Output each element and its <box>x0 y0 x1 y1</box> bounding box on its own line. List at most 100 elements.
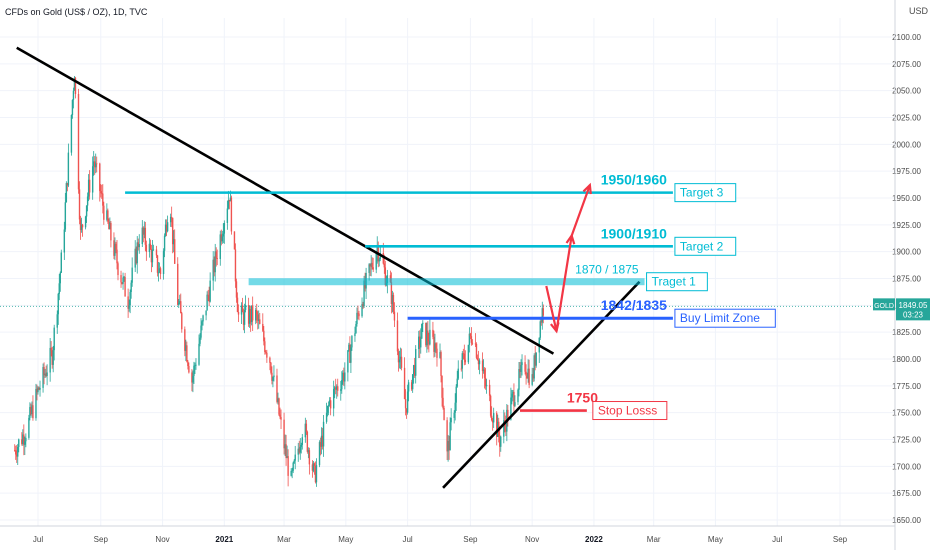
candle-body <box>526 375 528 379</box>
y-tick-label: 1950.00 <box>892 194 921 203</box>
candle-body <box>163 235 166 251</box>
x-tick-label: Jul <box>772 535 782 544</box>
candle-body <box>39 387 41 390</box>
candle-body <box>300 444 302 447</box>
candle-body <box>413 365 416 376</box>
candle-body <box>219 234 221 259</box>
candle-body <box>434 343 436 352</box>
candle-body <box>293 460 295 463</box>
candle-body <box>456 378 458 387</box>
candle-body <box>478 360 481 365</box>
candle-body <box>186 345 188 362</box>
candle-body <box>110 222 112 241</box>
candle-body <box>406 391 409 413</box>
candle-body <box>363 280 365 307</box>
candle-body <box>349 344 351 363</box>
candle-body <box>38 387 40 390</box>
candle-body <box>116 249 118 264</box>
candle-body <box>49 347 51 373</box>
candle-body <box>106 210 108 220</box>
x-tick-label: Mar <box>647 535 661 544</box>
candle-body <box>521 362 523 366</box>
x-tick-label: Sep <box>94 535 109 544</box>
candle-body <box>44 373 46 376</box>
candle-body <box>207 294 209 296</box>
candle-body <box>149 243 152 250</box>
candle-body <box>315 465 318 483</box>
candle-body <box>443 407 445 421</box>
candle-body <box>53 327 55 351</box>
candle-body <box>63 229 66 253</box>
candle-body <box>354 333 356 337</box>
candle-body <box>321 435 324 447</box>
candle-body <box>247 305 250 324</box>
candle-body <box>193 365 195 377</box>
candle-body <box>205 310 207 316</box>
candle-body <box>368 264 370 273</box>
candle-body <box>291 470 293 472</box>
candle-body <box>396 320 399 352</box>
candle-body <box>468 333 471 345</box>
drawings[interactable]: 1950/1960 Target 3 1900/1910 Target 2 1870 /… <box>16 46 776 489</box>
candle-body <box>357 312 359 314</box>
candle-body <box>158 268 161 273</box>
candle-body <box>418 336 420 350</box>
candle-body <box>485 384 488 387</box>
x-tick-label: Sep <box>463 535 478 544</box>
candle-body <box>405 408 408 413</box>
candle-body <box>164 224 167 236</box>
y-tick-label: 1700.00 <box>892 462 921 471</box>
candle-body <box>198 343 200 365</box>
candle-body <box>216 258 218 259</box>
candle-body <box>25 437 27 442</box>
candle-body <box>228 199 231 202</box>
candle-body <box>403 367 406 400</box>
candle-body <box>71 99 74 115</box>
candle-body <box>348 344 350 351</box>
candle-body <box>86 196 89 206</box>
candle-body <box>503 420 505 437</box>
candle-body <box>214 251 216 273</box>
candle-body <box>326 405 329 413</box>
candle-body <box>102 193 104 206</box>
candle-body <box>512 391 514 394</box>
x-tick-label: Nov <box>155 535 169 544</box>
candle-body <box>347 350 349 373</box>
y-tick-label: 2050.00 <box>892 87 921 96</box>
candle-body <box>17 446 19 457</box>
candle-body <box>361 304 363 317</box>
candle-body <box>462 353 465 355</box>
candle-body <box>141 227 144 245</box>
candle-body <box>85 205 88 217</box>
candle-body <box>121 282 123 284</box>
candle-body <box>460 368 462 370</box>
candle-body <box>109 222 111 230</box>
candle-body <box>333 387 336 389</box>
candle-body <box>192 376 194 383</box>
candle-body <box>433 336 435 352</box>
candle-body <box>489 395 492 416</box>
y-tick-label: 1875.00 <box>892 275 921 284</box>
y-tick-label: 1925.00 <box>892 221 921 230</box>
candle-body <box>341 380 343 390</box>
candle-body <box>404 399 407 409</box>
candle-body <box>531 374 533 385</box>
candle-body <box>46 372 48 376</box>
candle-body <box>35 388 37 419</box>
candle-body <box>114 243 116 256</box>
candle-body <box>249 309 252 322</box>
x-tick-label: May <box>338 535 353 544</box>
candle-body <box>45 373 47 376</box>
candle-body <box>81 224 84 228</box>
candle-body <box>66 183 69 186</box>
candle-body <box>392 295 395 312</box>
candle-body <box>448 440 450 451</box>
y-tick-label: 1975.00 <box>892 167 921 176</box>
candle-body <box>320 435 323 447</box>
candle-body <box>65 183 68 203</box>
candle-body <box>240 305 243 315</box>
candle-body <box>297 448 299 455</box>
candle-body <box>450 417 452 423</box>
candle-body <box>471 342 474 344</box>
